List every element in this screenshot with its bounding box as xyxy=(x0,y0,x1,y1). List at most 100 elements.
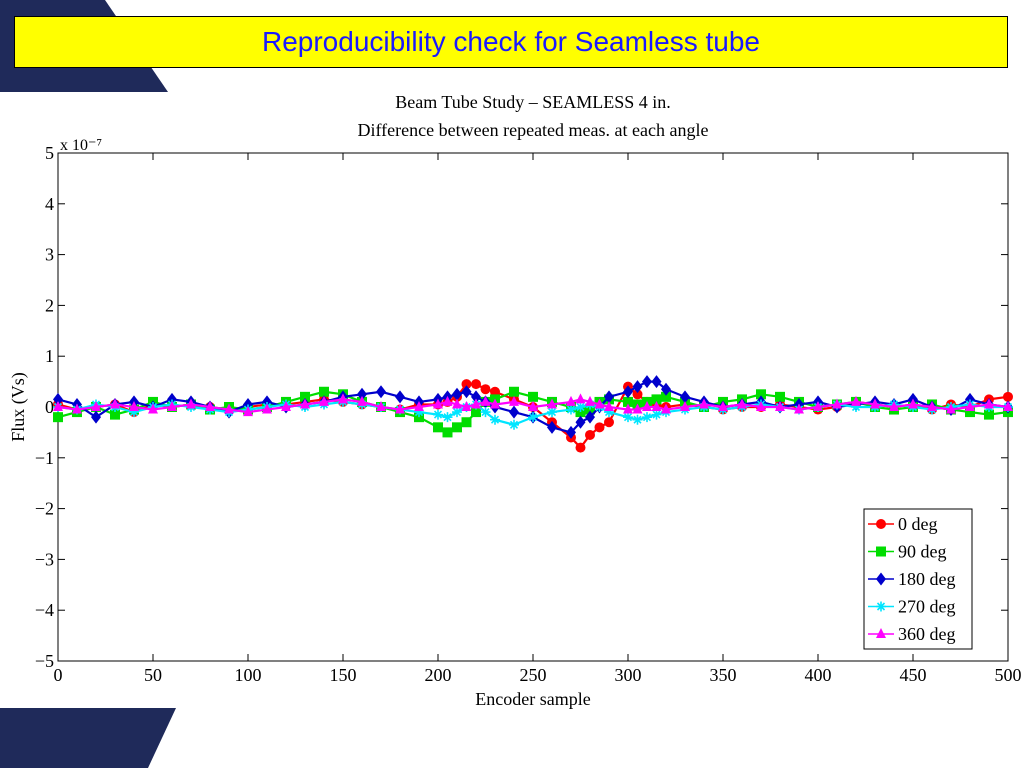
legend-marker-270-deg xyxy=(876,601,886,612)
data-point-0-deg xyxy=(594,422,605,433)
x-tick-label: 500 xyxy=(995,665,1022,685)
x-tick-label: 150 xyxy=(330,665,357,685)
data-point-180-deg xyxy=(604,390,614,404)
data-point-180-deg xyxy=(575,415,586,429)
data-point-180-deg xyxy=(357,387,367,401)
data-point-360-deg xyxy=(594,398,605,409)
data-point-360-deg xyxy=(889,401,899,411)
data-point-90-deg xyxy=(442,427,453,438)
data-point-270-deg xyxy=(623,412,633,423)
data-point-180-deg xyxy=(547,420,557,434)
y-axis-label: Flux (Vs) xyxy=(8,372,29,442)
data-point-360-deg xyxy=(585,395,595,406)
data-point-360-deg xyxy=(148,403,158,414)
legend-marker-360-deg xyxy=(876,628,886,638)
data-point-360-deg xyxy=(908,398,918,409)
data-point-360-deg xyxy=(604,401,614,411)
data-point-360-deg xyxy=(813,401,823,411)
x-tick-label: 250 xyxy=(520,665,547,685)
y-tick-label: −3 xyxy=(35,549,54,569)
legend-marker-180-deg xyxy=(876,572,886,586)
data-point-0-deg xyxy=(575,442,586,453)
data-point-90-deg xyxy=(110,409,120,420)
data-point-270-deg xyxy=(642,412,652,423)
data-point-180-deg xyxy=(632,380,643,394)
data-point-360-deg xyxy=(205,401,215,411)
data-point-180-deg xyxy=(661,382,671,396)
data-point-180-deg xyxy=(566,425,576,439)
data-point-180-deg xyxy=(452,387,462,401)
y-exponent-label: x 10⁻⁷ xyxy=(60,137,102,154)
x-tick-label: 300 xyxy=(615,665,642,685)
data-point-90-deg xyxy=(319,386,329,397)
data-point-360-deg xyxy=(471,398,481,409)
x-axis-label: Encoder sample xyxy=(475,689,590,709)
data-point-0-deg xyxy=(461,379,472,390)
data-point-180-deg xyxy=(461,385,472,399)
data-point-360-deg xyxy=(452,398,462,409)
data-point-360-deg xyxy=(224,403,234,414)
data-point-270-deg xyxy=(851,402,861,412)
data-point-360-deg xyxy=(480,395,491,406)
data-point-270-deg xyxy=(604,407,614,418)
data-point-360-deg xyxy=(110,398,120,409)
data-point-360-deg xyxy=(91,401,101,411)
data-point-270-deg xyxy=(575,402,586,412)
data-point-90-deg xyxy=(575,407,586,418)
data-point-360-deg xyxy=(129,401,139,411)
data-point-270-deg xyxy=(632,414,643,425)
data-point-360-deg xyxy=(984,398,994,409)
data-point-90-deg xyxy=(965,407,975,418)
legend-label-270-deg: 270 deg xyxy=(898,597,956,617)
data-point-270-deg xyxy=(452,407,462,418)
data-point-360-deg xyxy=(756,401,766,411)
data-point-180-deg xyxy=(376,385,386,399)
data-point-360-deg xyxy=(72,403,82,414)
data-point-360-deg xyxy=(357,395,367,406)
series-line-180-deg xyxy=(57,380,1009,434)
data-point-360-deg xyxy=(870,398,880,409)
data-point-270-deg xyxy=(414,407,424,418)
data-point-360-deg xyxy=(680,401,690,411)
data-point-90-deg xyxy=(300,391,310,402)
data-point-360-deg xyxy=(442,395,453,406)
data-point-360-deg xyxy=(661,403,671,414)
data-point-360-deg xyxy=(395,403,405,414)
data-point-180-deg xyxy=(53,392,63,406)
corner-decoration-bottom xyxy=(0,708,176,768)
data-point-360-deg xyxy=(547,398,557,409)
legend-label-360-deg: 360 deg xyxy=(898,624,956,644)
data-point-180-deg xyxy=(395,390,405,404)
data-point-360-deg xyxy=(575,393,586,404)
data-point-360-deg xyxy=(832,398,842,409)
data-point-270-deg xyxy=(547,407,557,418)
y-tick-label: 0 xyxy=(45,397,54,417)
data-point-0-deg xyxy=(604,417,614,428)
data-point-0-deg xyxy=(585,429,595,440)
data-point-90-deg xyxy=(585,404,595,415)
data-point-360-deg xyxy=(623,403,633,414)
y-tick-label: 4 xyxy=(45,194,54,214)
slide-title-banner: Reproducibility check for Seamless tube xyxy=(14,16,1008,68)
slide-title: Reproducibility check for Seamless tube xyxy=(261,26,760,57)
data-point-360-deg xyxy=(566,395,576,406)
data-point-360-deg xyxy=(281,401,291,411)
data-point-180-deg xyxy=(651,375,662,389)
data-point-360-deg xyxy=(642,401,652,411)
data-point-360-deg xyxy=(414,401,424,411)
data-point-360-deg xyxy=(699,398,709,409)
chart-title-line-1: Beam Tube Study – SEAMLESS 4 in. xyxy=(395,92,671,112)
data-point-270-deg xyxy=(566,404,576,415)
data-point-360-deg xyxy=(300,398,310,409)
data-point-360-deg xyxy=(376,401,386,411)
data-point-270-deg xyxy=(651,409,662,420)
legend-marker-0-deg xyxy=(876,519,886,529)
data-point-360-deg xyxy=(243,406,253,417)
data-point-180-deg xyxy=(585,410,595,424)
data-point-360-deg xyxy=(851,395,861,406)
data-point-360-deg xyxy=(433,398,443,409)
legend-label-180-deg: 180 deg xyxy=(898,569,956,589)
data-point-360-deg xyxy=(167,401,177,411)
data-point-360-deg xyxy=(461,401,472,411)
data-point-90-deg xyxy=(984,409,994,420)
